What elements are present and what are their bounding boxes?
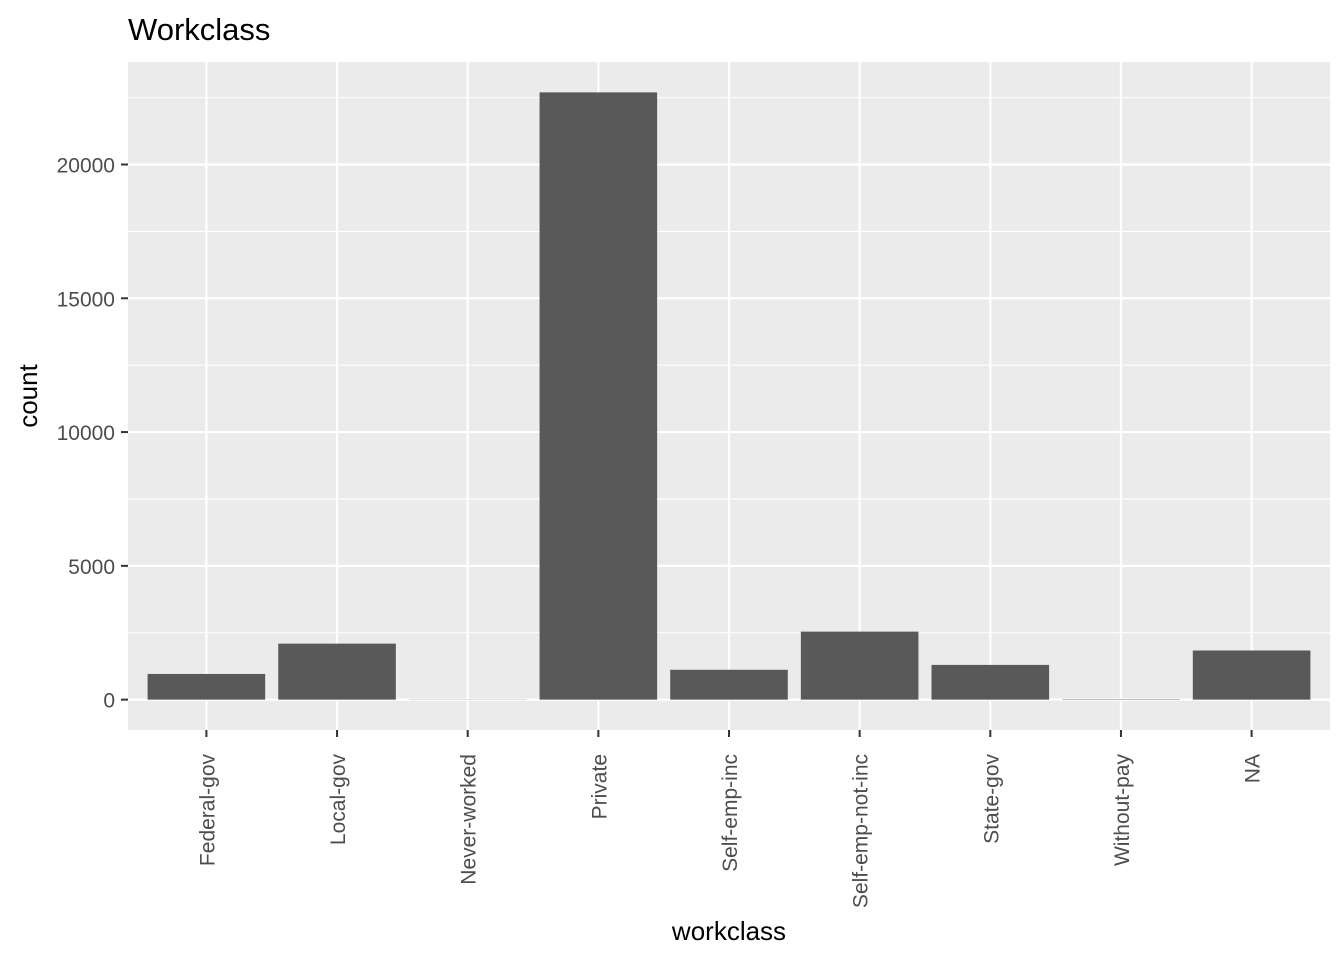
y-tick-label: 5000: [68, 556, 115, 579]
x-tick-label: NA: [1242, 754, 1265, 783]
y-tick-label: 10000: [57, 422, 115, 445]
y-axis-title: count: [13, 363, 43, 427]
bar-na: [1192, 650, 1311, 700]
bar-federal-gov: [147, 673, 266, 700]
y-tick-label: 0: [103, 690, 115, 713]
x-tick-label: Without-pay: [1111, 754, 1134, 867]
x-axis-title: workclass: [671, 916, 786, 946]
x-tick-label: Self-emp-not-inc: [850, 754, 873, 908]
x-tick-label: Never-worked: [458, 754, 481, 885]
x-tick-label: Self-emp-inc: [719, 754, 742, 872]
bar-private: [539, 92, 658, 700]
x-tick-label: State-gov: [980, 754, 1003, 844]
y-axis: 0 5000 10000 15000 20000: [57, 155, 128, 713]
x-tick-label: Local-gov: [327, 754, 350, 846]
bar-state-gov: [931, 664, 1050, 700]
x-axis: Federal-gov Local-gov Never-worked Private S…: [196, 730, 1265, 908]
chart-title: Workclass: [128, 12, 270, 47]
bars: [147, 92, 1311, 700]
x-tick-label: Private: [588, 754, 611, 819]
bar-local-gov: [278, 643, 396, 700]
bar-self-emp-inc: [670, 669, 788, 700]
y-tick-label: 20000: [57, 155, 115, 178]
x-tick-label: Federal-gov: [196, 754, 219, 867]
bar-self-emp-not-inc: [800, 631, 919, 700]
y-tick-label: 15000: [57, 288, 115, 311]
